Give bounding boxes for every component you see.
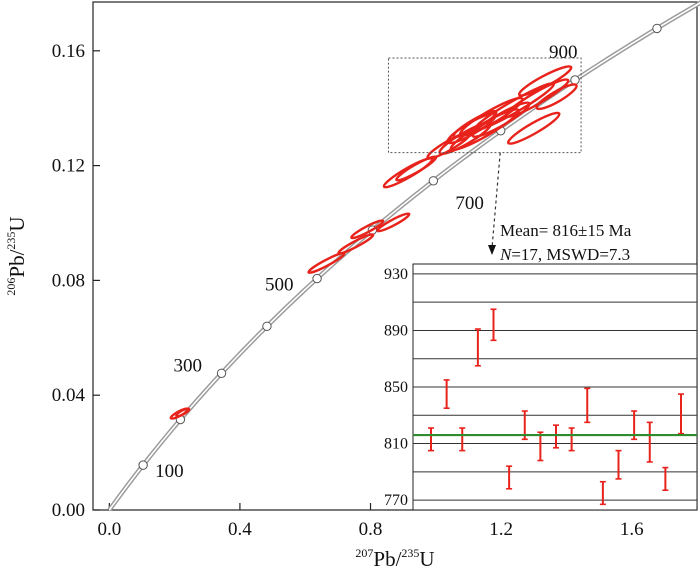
age-marker bbox=[428, 176, 439, 186]
age-marker bbox=[262, 321, 272, 331]
y-label-base2: U bbox=[5, 216, 29, 231]
zoom-box bbox=[387, 57, 582, 154]
ellipse-group bbox=[169, 65, 578, 420]
error-ellipse bbox=[506, 111, 561, 145]
age-label: 500 bbox=[265, 275, 294, 296]
x-label-pre2: 235 bbox=[401, 546, 419, 560]
error-ellipse bbox=[535, 83, 578, 111]
y-label-pre: 206 bbox=[4, 278, 18, 296]
zoom-arrow bbox=[491, 152, 501, 249]
x-tick-label: 1.2 bbox=[489, 519, 513, 540]
x-tick-label: 1.6 bbox=[620, 519, 644, 540]
age-marker bbox=[570, 75, 580, 85]
inset-tick-label: 770 bbox=[384, 492, 408, 509]
mean-age-text: Mean= 816±15 Ma bbox=[500, 221, 632, 240]
y-tick-label: 0.12 bbox=[52, 156, 85, 177]
inset-tick-label: 930 bbox=[384, 266, 408, 283]
error-ellipse bbox=[376, 212, 411, 233]
y-tick-label: 0.00 bbox=[52, 500, 85, 521]
x-tick-label: 0.0 bbox=[97, 519, 121, 540]
age-marker bbox=[216, 368, 227, 378]
zoom-arrow-head bbox=[488, 245, 496, 255]
x-label-base: Pb/ bbox=[373, 547, 401, 571]
mean-pm: ± bbox=[578, 221, 587, 240]
age-label: 900 bbox=[549, 42, 578, 63]
error-ellipse bbox=[458, 96, 524, 137]
inset-tick-label: 850 bbox=[384, 379, 408, 396]
plot-frame bbox=[92, 1, 698, 511]
age-marker bbox=[138, 460, 148, 470]
age-marker bbox=[312, 273, 322, 284]
x-axis-label: 207Pb/235U bbox=[355, 546, 434, 571]
age-label: 100 bbox=[155, 461, 184, 482]
n-label: N bbox=[499, 245, 513, 264]
main-axis-ticks: 0.0 0.4 0.8 1.2 1.6 0.00 0.04 0.08 0.12 0.16 bbox=[52, 41, 644, 540]
age-label: 300 bbox=[174, 355, 203, 376]
mean-suffix: 15 Ma bbox=[587, 221, 631, 240]
error-ellipse bbox=[350, 219, 385, 240]
x-tick-label: 0.8 bbox=[359, 519, 383, 540]
y-tick-label: 0.08 bbox=[52, 270, 85, 291]
y-tick-label: 0.04 bbox=[52, 385, 86, 406]
age-marker bbox=[652, 23, 662, 34]
inset-tick-label: 810 bbox=[384, 436, 408, 453]
x-label-base2: U bbox=[419, 547, 434, 571]
y-tick-label: 0.16 bbox=[52, 41, 85, 62]
mswd-text: N=17, MSWD=7.3 bbox=[499, 245, 630, 264]
x-tick-label: 0.4 bbox=[228, 519, 252, 540]
y-label-base: Pb/ bbox=[5, 249, 29, 277]
zoom-group bbox=[387, 57, 582, 255]
x-label-pre: 207 bbox=[355, 546, 373, 560]
n-value: =17, MSWD=7.3 bbox=[511, 245, 630, 264]
age-label: 700 bbox=[455, 193, 484, 214]
inset-group: 930 890 850 810 770 bbox=[384, 266, 697, 509]
y-label-pre2: 235 bbox=[4, 232, 18, 250]
error-ellipse bbox=[517, 65, 573, 97]
error-ellipse bbox=[337, 233, 375, 255]
inset-tick-label: 890 bbox=[384, 322, 408, 339]
y-axis-label: 206Pb/235U bbox=[4, 216, 29, 295]
mean-prefix: Mean= 816 bbox=[500, 221, 578, 240]
error-ellipse bbox=[175, 407, 191, 418]
